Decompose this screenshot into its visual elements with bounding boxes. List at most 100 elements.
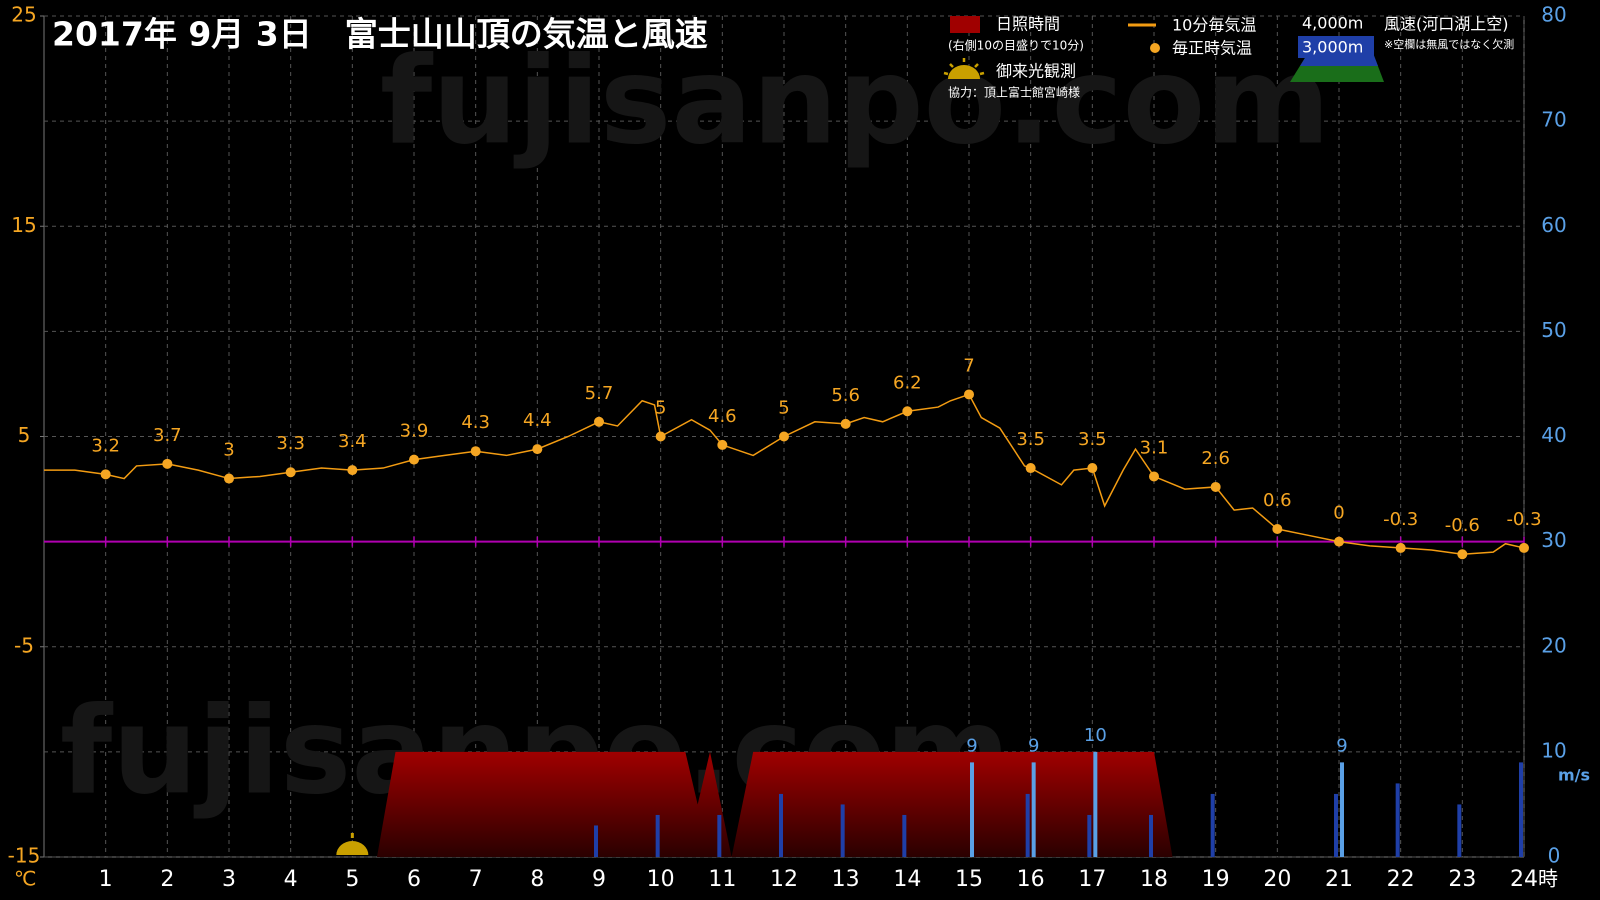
y-tick-label: 15 [11,213,36,237]
y-tick-label: 25 [11,3,36,27]
wind-bar [1025,793,1030,857]
temperature-point [655,431,666,442]
x-tick-label: 15 [955,867,983,892]
temperature-point [1272,524,1283,535]
temperature-point [1334,536,1344,547]
data-label: 3.3 [276,433,305,454]
wind-bar [840,804,845,857]
y2-tick-label: 70 [1541,108,1566,132]
x-axis-label: 時 [1538,867,1558,891]
wind-bar [594,825,598,857]
legend-note: 協力：頂上富士館宮崎様 [948,85,1080,100]
data-label: 3.7 [153,425,182,446]
y2-tick-label: 50 [1541,318,1566,342]
data-label: 3.5 [1078,429,1107,450]
x-tick-label: 3 [222,867,236,892]
legend-label: 4,000m [1302,14,1363,33]
legend-label: 日照時間 [996,15,1060,34]
legend-label: 御来光観測 [996,62,1076,81]
legend-swatch [950,16,980,33]
sunshine-area [377,751,1173,857]
wind-bar [1334,793,1338,857]
data-label: 3.4 [338,431,367,452]
x-tick-label: 2 [160,867,174,892]
x-tick-label: 19 [1202,867,1230,892]
wind-bar [655,814,660,857]
x-tick-label: 21 [1325,867,1353,892]
data-label: 5 [778,398,789,419]
chart-title: 2017年 9月 3日 富士山山頂の気温と風速 [52,15,708,54]
wind-bar [1093,751,1098,857]
temperature-point [224,473,234,484]
temperature-point [1395,542,1406,553]
data-label: 7 [963,355,974,376]
wind-bar [1149,814,1153,857]
data-label: 0 [1333,503,1344,524]
y-tick-label: -5 [14,633,34,657]
y2-tick-label: 10 [1541,738,1566,762]
wind-bar [1340,762,1344,857]
data-label: 4.6 [708,406,737,427]
data-label: 3 [223,440,234,461]
temperature-point [594,416,604,427]
data-label: -0.6 [1445,515,1480,536]
temperature-point [100,469,111,480]
x-tick-label: 22 [1387,867,1415,892]
x-tick-label: 9 [592,867,606,892]
sunrise-icon [943,58,985,79]
wind-bar [717,814,722,857]
y2-tick-label: 80 [1541,3,1566,27]
x-tick-label: 16 [1017,867,1045,892]
y2-tick-label: 0 [1548,844,1561,868]
y2-tick-label: 20 [1541,633,1566,657]
x-tick-label: 1 [99,867,113,892]
temperature-point [964,389,974,400]
y-axis-label: ℃ [14,867,36,891]
temperature-point [1210,481,1221,492]
temperature-point [779,431,789,442]
temperature-point [840,418,851,429]
legend-swatch [1298,36,1374,58]
temperature-point [1519,542,1529,553]
y2-tick-label: 40 [1541,423,1566,447]
y-tick-label: 5 [18,423,31,447]
temperature-point [162,458,173,469]
data-label: 9 [966,735,977,756]
x-tick-label: 24 [1510,867,1538,892]
legend: 日照時間 (右側10の目盛りで10分) 10分毎気温 毎正時気温 御来光観測 協… [943,14,1514,100]
wind-bar [970,762,974,857]
temperature-point [285,467,296,478]
x-tick-label: 14 [893,867,921,892]
data-label: 3.2 [91,435,120,456]
sunrise-marker [336,833,369,855]
temperature-point [717,439,728,450]
x-tick-label: 12 [770,867,798,892]
data-label: 10 [1084,725,1107,746]
legend-swatch [1150,43,1160,53]
wind-bar [1031,762,1036,857]
data-label: 5.6 [831,385,860,406]
x-tick-label: 8 [530,867,544,892]
data-label: 4.3 [461,412,490,433]
data-label: 2.6 [1201,448,1230,469]
wind-bar [779,793,783,857]
data-label: 3.5 [1016,429,1045,450]
x-tick-label: 10 [647,867,675,892]
wind-bar [902,814,907,857]
legend-label: 風速(河口湖上空) [1384,15,1509,34]
x-tick-label: 11 [708,867,736,892]
x-tick-label: 18 [1140,867,1168,892]
x-tick-label: 4 [284,867,298,892]
x-tick-label: 5 [345,867,359,892]
y2-axis-label: m/s [1558,766,1590,785]
data-label: 3.9 [400,421,429,442]
legend-label: 3,000m [1302,38,1363,57]
temperature-point [470,446,481,457]
data-label: 3.1 [1140,437,1169,458]
y2-tick-label: 60 [1541,213,1566,237]
y2-tick-label: 30 [1541,528,1566,552]
legend-label: 10分毎気温 [1172,16,1256,35]
x-tick-label: 6 [407,867,421,892]
data-label: -0.3 [1383,509,1418,530]
data-label: 5.7 [585,383,614,404]
